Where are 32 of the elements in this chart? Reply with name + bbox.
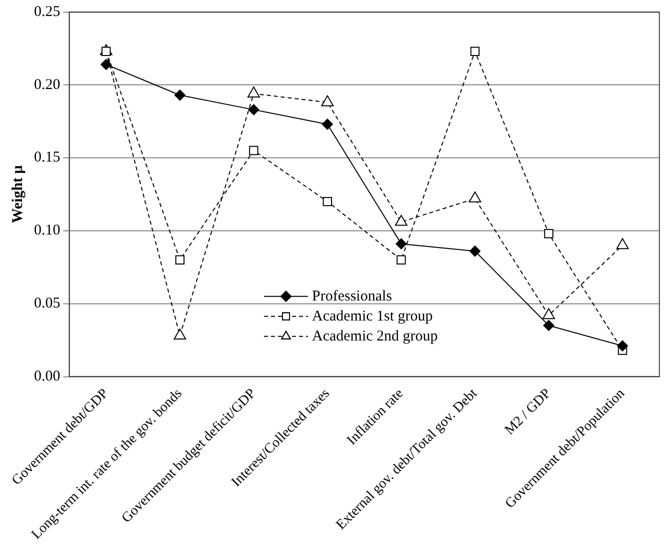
- y-axis-title: Weight μ: [10, 164, 26, 224]
- y-tick-label: 0.00: [34, 368, 60, 384]
- point: [175, 255, 185, 264]
- point: [542, 308, 555, 320]
- point: [174, 90, 186, 101]
- point: [174, 328, 186, 340]
- point: [322, 196, 332, 206]
- point: [321, 95, 334, 106]
- point: [247, 86, 260, 98]
- point: [470, 46, 480, 56]
- legend-label: Academic 2nd group: [312, 328, 438, 344]
- point: [394, 214, 408, 226]
- legend-label: Academic 1st group: [312, 308, 433, 324]
- point: [616, 238, 629, 250]
- y-tick-label: 0.20: [34, 76, 60, 93]
- x-tick-label: M2 / GDP: [502, 386, 554, 438]
- point: [249, 146, 258, 156]
- point: [248, 104, 260, 116]
- point: [543, 320, 554, 331]
- point: [469, 246, 480, 257]
- point: [322, 118, 333, 130]
- point: [100, 58, 112, 70]
- point: [617, 340, 628, 352]
- point: [396, 238, 407, 250]
- y-tick-label: 0.05: [34, 296, 60, 312]
- legend-label: Professionals: [312, 288, 392, 304]
- point: [544, 229, 554, 238]
- y-tick-label: 0.15: [34, 150, 60, 166]
- point: [396, 255, 406, 264]
- y-tick-label: 0.10: [34, 222, 60, 239]
- y-tick-label: 0.25: [34, 4, 60, 20]
- point: [468, 192, 482, 202]
